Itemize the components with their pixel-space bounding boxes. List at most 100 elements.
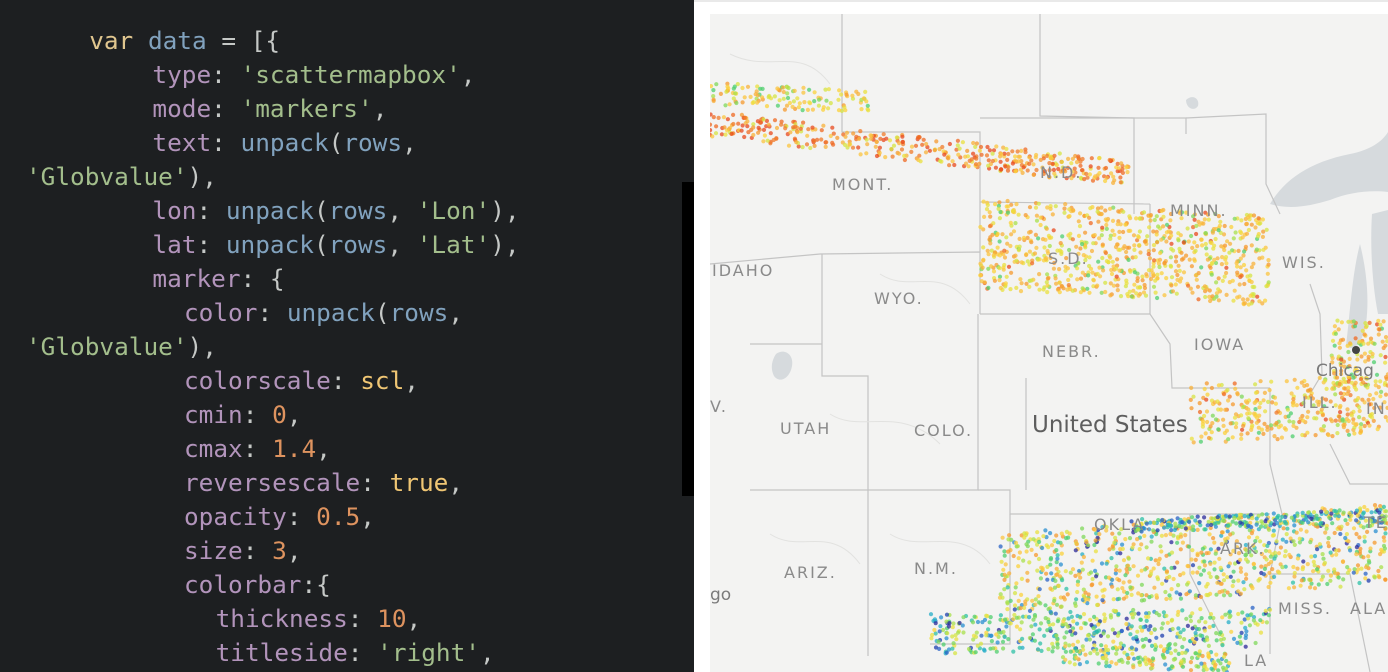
code-line[interactable]: reversescale: true, [184, 466, 463, 500]
scatter-point [783, 126, 788, 131]
code-line[interactable]: lon: unpack(rows, 'Lon'), [152, 194, 519, 228]
scatter-point [1192, 240, 1197, 245]
scatter-point [1112, 540, 1117, 545]
scatter-point [1151, 243, 1157, 248]
scatter-point [1362, 351, 1367, 356]
scatter-point [1227, 609, 1232, 614]
scatter-point [1308, 394, 1314, 399]
code-token: 'markers' [240, 94, 373, 123]
scatter-point [1054, 533, 1059, 538]
code-line[interactable]: titleside: 'right', [216, 636, 495, 670]
scatter-point [1045, 290, 1050, 295]
scatter-point [723, 103, 728, 108]
scatter-point [1295, 556, 1300, 561]
map-panel[interactable]: MONT. N.D. MINN. WIS. IDAHO WYO. S.D. NE… [694, 0, 1388, 672]
scatter-point [1033, 622, 1038, 627]
scatter-point [1038, 157, 1043, 162]
code-line[interactable]: 'Globvalue'), [26, 330, 217, 364]
scatter-point [981, 257, 986, 262]
code-line[interactable]: lat: unpack(rows, 'Lat'), [152, 228, 519, 262]
scatter-point [1055, 645, 1060, 650]
scatter-point [1004, 624, 1009, 629]
code-token: ), [490, 230, 520, 259]
code-line[interactable]: type: 'scattermapbox', [152, 58, 475, 92]
code-line[interactable]: colorscale: scl, [184, 364, 419, 398]
code-line[interactable]: size: 3, [184, 534, 302, 568]
code-line[interactable]: mode: 'markers', [152, 92, 387, 126]
scatter-point [1164, 553, 1169, 558]
scatter-point [997, 266, 1002, 271]
scatter-point [1085, 601, 1090, 606]
code-line[interactable]: cmax: 1.4, [184, 432, 331, 466]
scatter-point [951, 641, 956, 646]
scatter-point [1243, 399, 1249, 404]
code-line[interactable]: text: unpack(rows, [152, 126, 416, 160]
scatter-point [751, 132, 756, 138]
scatter-point [1087, 215, 1092, 220]
scatter-point [1024, 542, 1029, 547]
scatter-point [762, 133, 767, 138]
mapbox-map[interactable]: MONT. N.D. MINN. WIS. IDAHO WYO. S.D. NE… [710, 14, 1388, 672]
code-line[interactable]: opacity: 0.5, [184, 500, 375, 534]
scatter-point [1029, 158, 1034, 163]
scatter-point [1359, 566, 1364, 571]
code-line[interactable]: 'Globvalue'), [26, 160, 217, 194]
scatter-point [1234, 421, 1239, 426]
scatter-point [1246, 407, 1251, 412]
scatter-point [1336, 575, 1341, 580]
scatter-point [1095, 602, 1100, 608]
code-line[interactable]: thickness: 10, [216, 602, 422, 636]
scatter-point [1218, 637, 1224, 642]
code-line[interactable]: colorbar:{ [184, 568, 331, 602]
scatter-point [1036, 556, 1042, 562]
scatter-point [756, 125, 761, 130]
scatter-point [998, 592, 1003, 597]
scatter-point [1011, 229, 1017, 234]
code-token: marker [152, 264, 241, 293]
code-token: cmin [184, 400, 243, 429]
scatter-point [1194, 637, 1199, 642]
scatter-point [1243, 542, 1248, 548]
code-token: ( [374, 298, 390, 327]
scatter-point [1330, 356, 1335, 361]
scatter-point [1271, 533, 1276, 538]
scatter-point [937, 646, 942, 652]
scatter-point [1216, 383, 1221, 388]
scatter-point [1093, 549, 1098, 554]
editor-scrollbar[interactable] [682, 182, 694, 496]
scatter-point [988, 214, 993, 219]
scatter-point [956, 630, 961, 635]
scatter-point [1111, 639, 1116, 644]
scatter-point [1220, 255, 1225, 260]
code-line[interactable]: var data = [{ [89, 24, 280, 58]
scatter-point [1372, 341, 1377, 346]
scatter-point [1195, 527, 1200, 533]
scatter-point [772, 94, 777, 99]
code-line[interactable]: marker: { [152, 262, 284, 296]
scatter-point [1115, 283, 1120, 288]
scatter-point [1285, 526, 1290, 531]
scatter-point [1216, 427, 1221, 432]
scatter-point [1249, 584, 1254, 589]
code-line[interactable]: color: unpack(rows, [184, 296, 463, 330]
scatter-point [1006, 637, 1011, 642]
scatter-point [978, 224, 983, 230]
scatter-point [1288, 411, 1293, 416]
scatter-point [1240, 235, 1245, 240]
code-editor[interactable]: var data = [{type: 'scattermapbox', mode:… [0, 0, 694, 672]
scatter-point [1191, 214, 1196, 219]
scatter-point [1110, 259, 1115, 264]
scatter-point [1313, 433, 1318, 438]
scatter-point [1104, 524, 1109, 530]
scatter-point [1175, 272, 1180, 278]
code-line[interactable]: cmin: 0, [184, 398, 302, 432]
scatter-point [1019, 260, 1024, 265]
scatter-point [961, 615, 966, 620]
scatter-point [1038, 576, 1043, 581]
code-token: , [448, 468, 464, 497]
scatter-point [1024, 549, 1029, 554]
scatter-point [1100, 588, 1105, 593]
scatter-point [1244, 629, 1249, 634]
scatter-point [1348, 341, 1353, 346]
scatter-point [987, 148, 992, 153]
